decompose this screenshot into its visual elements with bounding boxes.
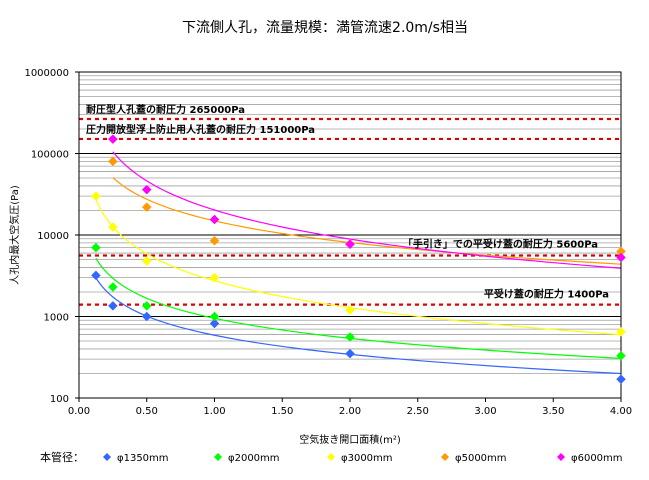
data-point <box>141 256 152 266</box>
y-axis-label: 人孔内最大空気圧(Pa) <box>8 185 21 285</box>
legend-label: φ3000mm <box>341 453 393 464</box>
y-tick-label: 10000 <box>37 231 69 242</box>
trend-curve <box>95 277 622 375</box>
y-tick-label: 100000 <box>31 150 69 161</box>
data-point <box>616 374 626 385</box>
reference-line-label: 「手引き」での平受け蓋の耐圧力 5600Pa <box>403 238 598 251</box>
legend-marker <box>214 453 222 461</box>
data-point <box>345 305 355 315</box>
legend-marker <box>441 453 449 461</box>
grid <box>79 71 621 399</box>
x-tick-label: 4.00 <box>610 406 632 417</box>
data-point <box>345 348 355 359</box>
data-point <box>616 326 626 337</box>
y-tick-label: 100 <box>50 394 69 405</box>
legend-marker <box>327 453 335 461</box>
data-point <box>209 318 220 329</box>
legend-label: φ1350mm <box>117 453 169 464</box>
legend-marker <box>103 453 111 461</box>
reference-line-label: 圧力開放型浮上防止用人孔蓋の耐圧力 151000Pa <box>86 123 315 136</box>
data-point <box>91 191 101 201</box>
data-point <box>91 242 101 253</box>
x-tick-label: 1.00 <box>203 406 225 417</box>
data-point <box>345 239 355 250</box>
legend-label: φ2000mm <box>228 453 280 464</box>
chart-title: 下流側人孔，流量規模：満管流速2.0m/s相当 <box>182 20 468 36</box>
x-tick-label: 0.00 <box>68 406 90 417</box>
y-tick-label: 1000 <box>44 313 69 324</box>
data-point <box>209 214 220 225</box>
x-tick-label: 2.50 <box>407 406 429 417</box>
data-point <box>108 301 118 311</box>
data-point <box>616 350 626 361</box>
data-point <box>345 332 355 342</box>
trend-curve <box>95 257 622 359</box>
legend-label: φ5000mm <box>455 453 507 464</box>
reference-labels: 耐圧型人孔蓋の耐圧力 265000Pa 圧力開放型浮上防止用人孔蓋の耐圧力 151… <box>86 103 609 301</box>
data-point <box>108 134 118 145</box>
x-tick-label: 0.50 <box>136 406 158 417</box>
trend-curve <box>112 151 622 269</box>
data-point <box>108 222 118 232</box>
data-point <box>209 235 220 246</box>
x-tick-label: 3.00 <box>474 406 496 417</box>
trend-curve <box>112 177 622 265</box>
y-tick-label: 1000000 <box>24 68 69 79</box>
reference-lines <box>79 117 621 306</box>
legend-marker <box>557 453 565 461</box>
x-axis-label: 空気抜き開口面積(m²) <box>299 433 401 446</box>
axes: 0.00 0.50 1.00 1.50 2.00 2.50 3.00 3.50 4.00 100 1… <box>24 68 632 417</box>
data-point <box>108 156 118 167</box>
data-point <box>91 270 101 281</box>
data-point <box>141 311 152 322</box>
data-point <box>209 272 220 283</box>
legend-title: 本管径： <box>40 450 84 464</box>
trend-curve <box>95 199 622 336</box>
reference-line-label: 耐圧型人孔蓋の耐圧力 265000Pa <box>86 103 245 116</box>
legend-label: φ6000mm <box>571 453 623 464</box>
data-point <box>616 252 626 263</box>
trend-curves <box>95 151 622 375</box>
x-tick-label: 2.00 <box>339 406 361 417</box>
data-point <box>108 282 118 292</box>
x-tick-label: 3.50 <box>542 406 564 417</box>
data-point <box>209 311 220 322</box>
legend: 本管径： φ1350mm φ2000mm φ3000mm φ5000mm φ6000mm <box>40 450 623 464</box>
reference-line-label: 平受け蓋の耐圧力 1400Pa <box>484 288 609 301</box>
x-tick-label: 1.50 <box>271 406 293 417</box>
data-point <box>141 301 152 311</box>
data-point <box>141 202 152 212</box>
data-points <box>91 134 626 385</box>
data-point <box>141 184 152 195</box>
